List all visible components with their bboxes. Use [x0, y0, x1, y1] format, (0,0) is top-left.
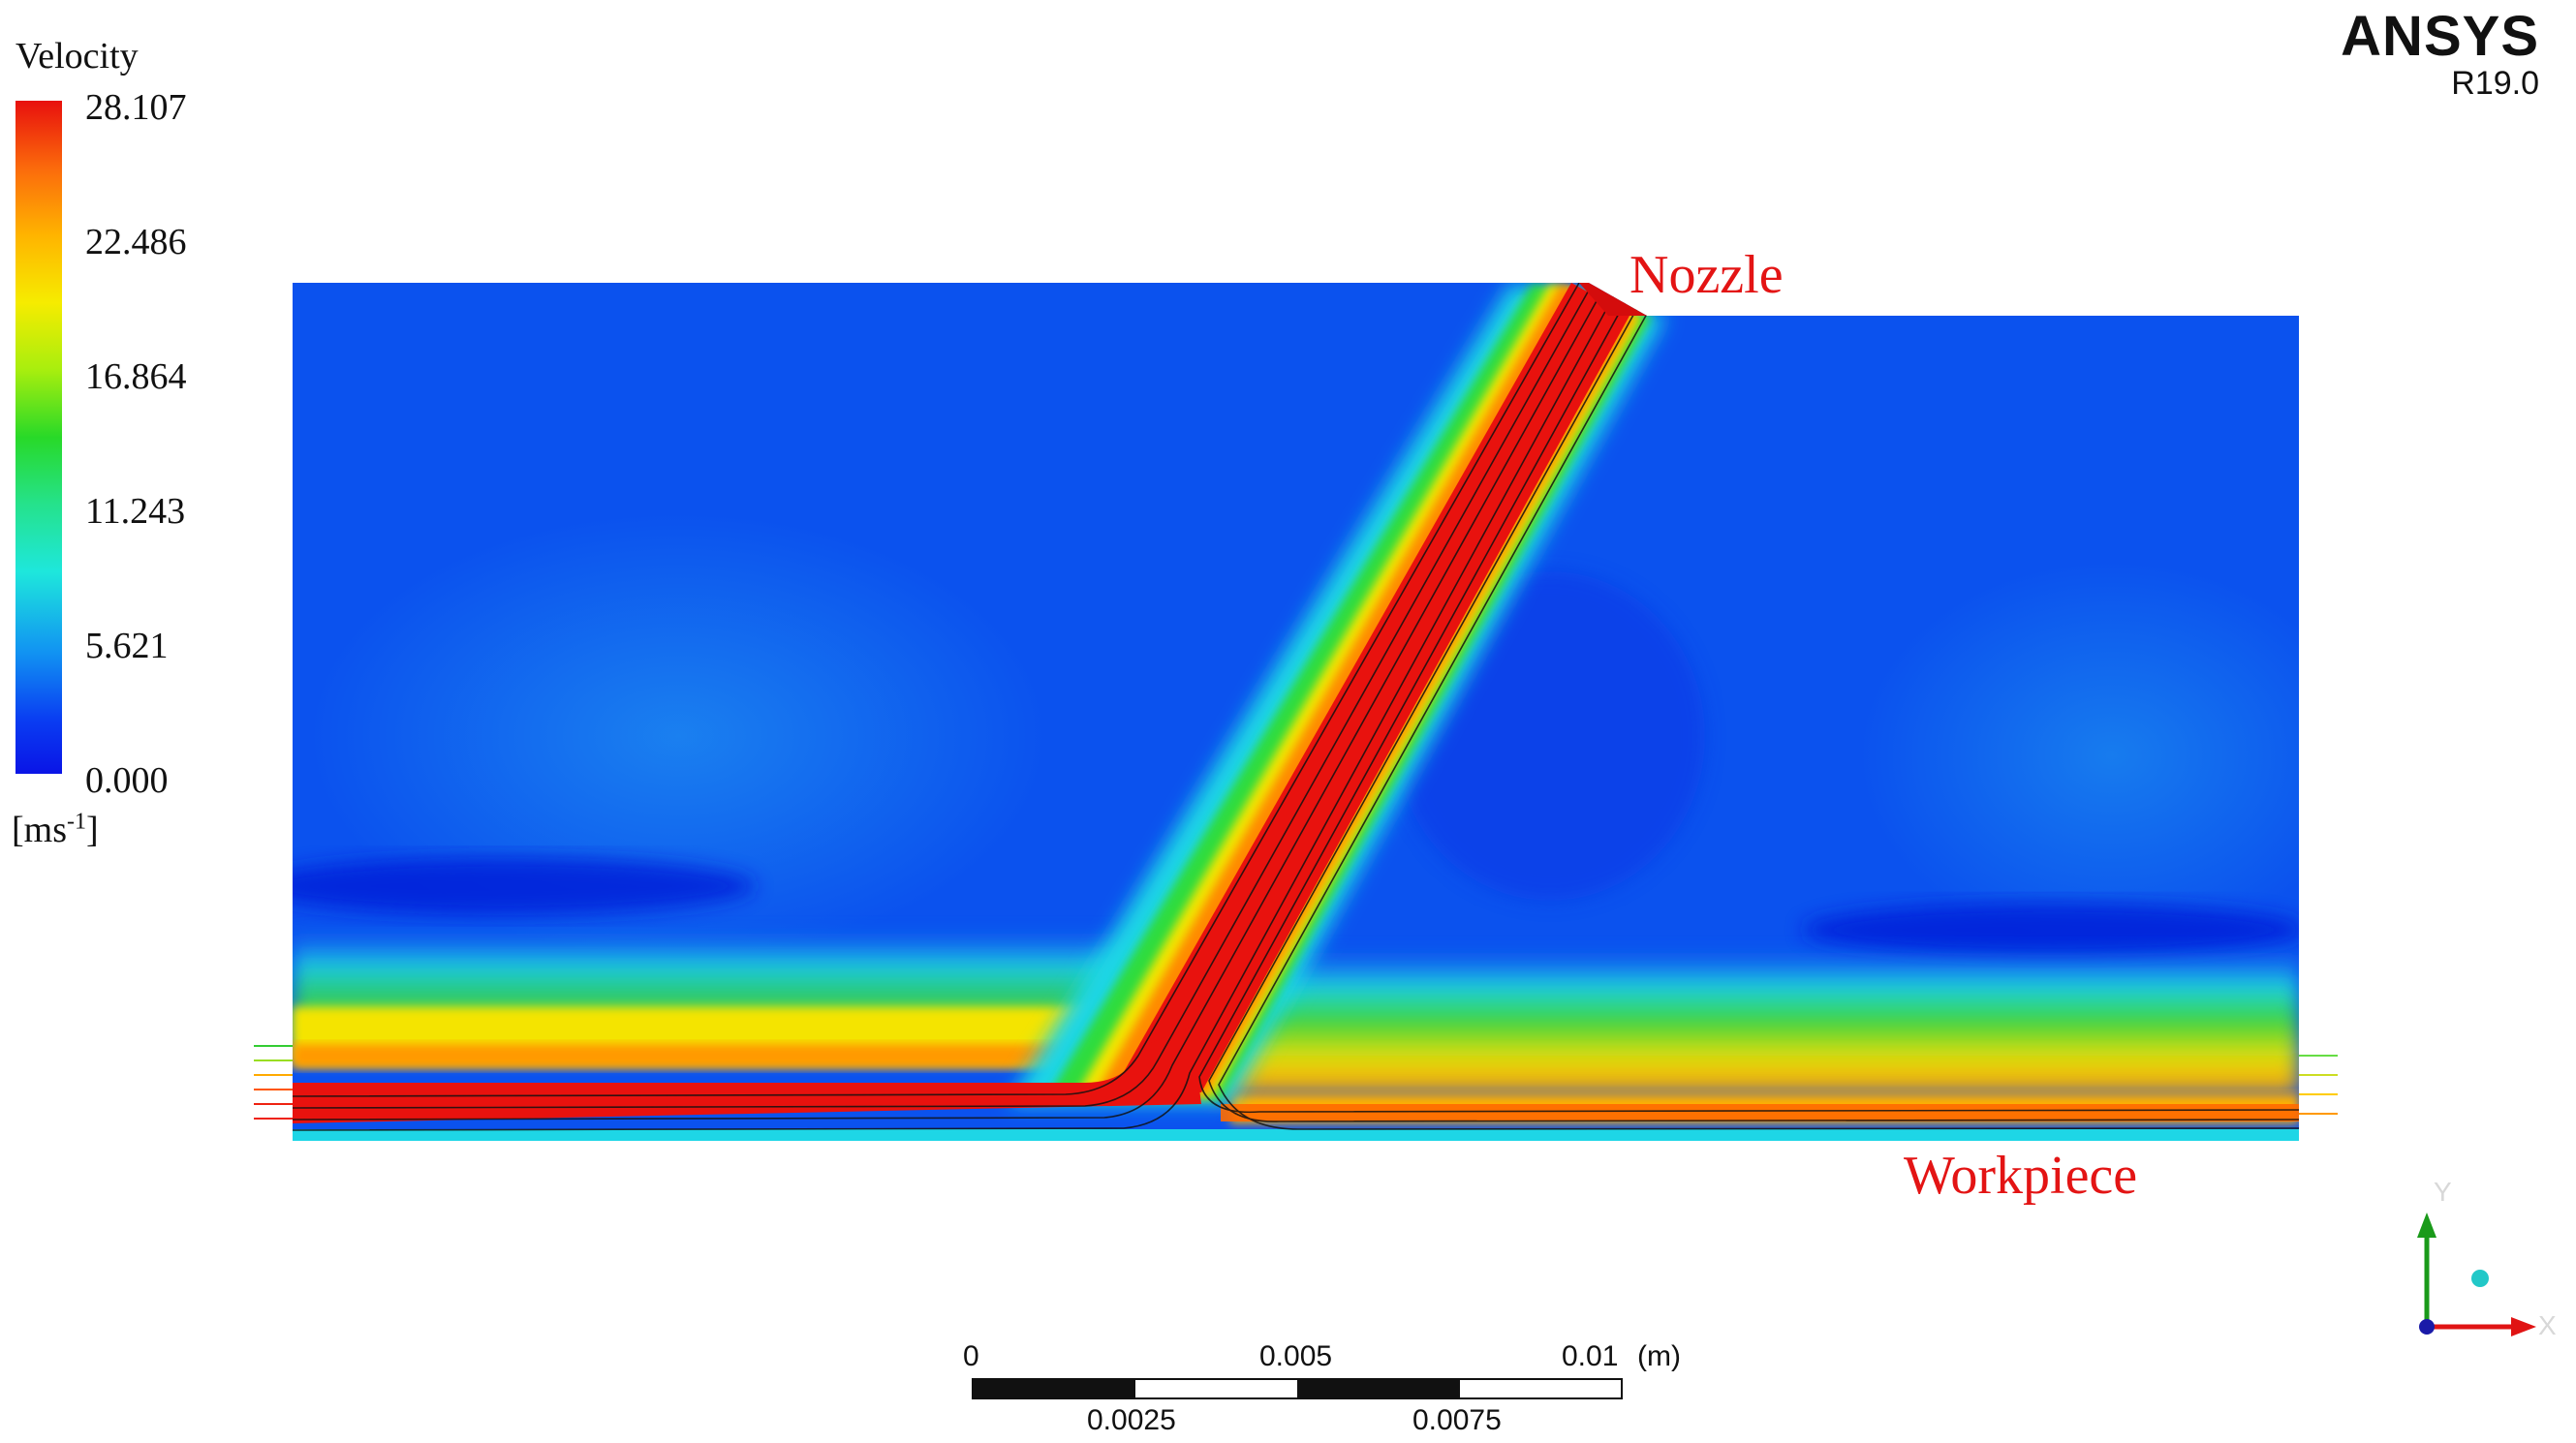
ansys-logo: ANSYS R19.0 [2341, 5, 2539, 102]
workpiece-label: Workpiece [1904, 1146, 2138, 1206]
legend-tick-5: 5.621 [85, 626, 169, 666]
velocity-colorbar [16, 101, 62, 774]
scale-label-0: 0 [963, 1340, 979, 1372]
scale-label-001: 0.01 [1562, 1340, 1619, 1372]
scale-label-00025: 0.0025 [1087, 1404, 1176, 1436]
legend-tick-2: 22.486 [85, 222, 187, 262]
legend-tick-min: 0.000 [85, 760, 169, 801]
legend-tick-3: 16.864 [85, 356, 187, 397]
legend-tick-4: 11.243 [85, 491, 186, 532]
scale-label-0005: 0.005 [1259, 1340, 1333, 1372]
scale-unit: (m) [1637, 1340, 1681, 1372]
legend-tick-max: 28.107 [85, 87, 187, 128]
y-axis-label: Y [2434, 1182, 2452, 1207]
nozzle-label: Nozzle [1629, 245, 1784, 305]
x-axis-label: X [2538, 1310, 2557, 1340]
brand-name: ANSYS [2341, 5, 2539, 68]
legend-title: Velocity [16, 36, 139, 77]
scale-label-00075: 0.0075 [1412, 1404, 1502, 1436]
legend-units: [ms-1] [12, 809, 99, 850]
brand-version: R19.0 [2451, 64, 2539, 102]
axis-triad: Y X [2417, 1182, 2557, 1340]
